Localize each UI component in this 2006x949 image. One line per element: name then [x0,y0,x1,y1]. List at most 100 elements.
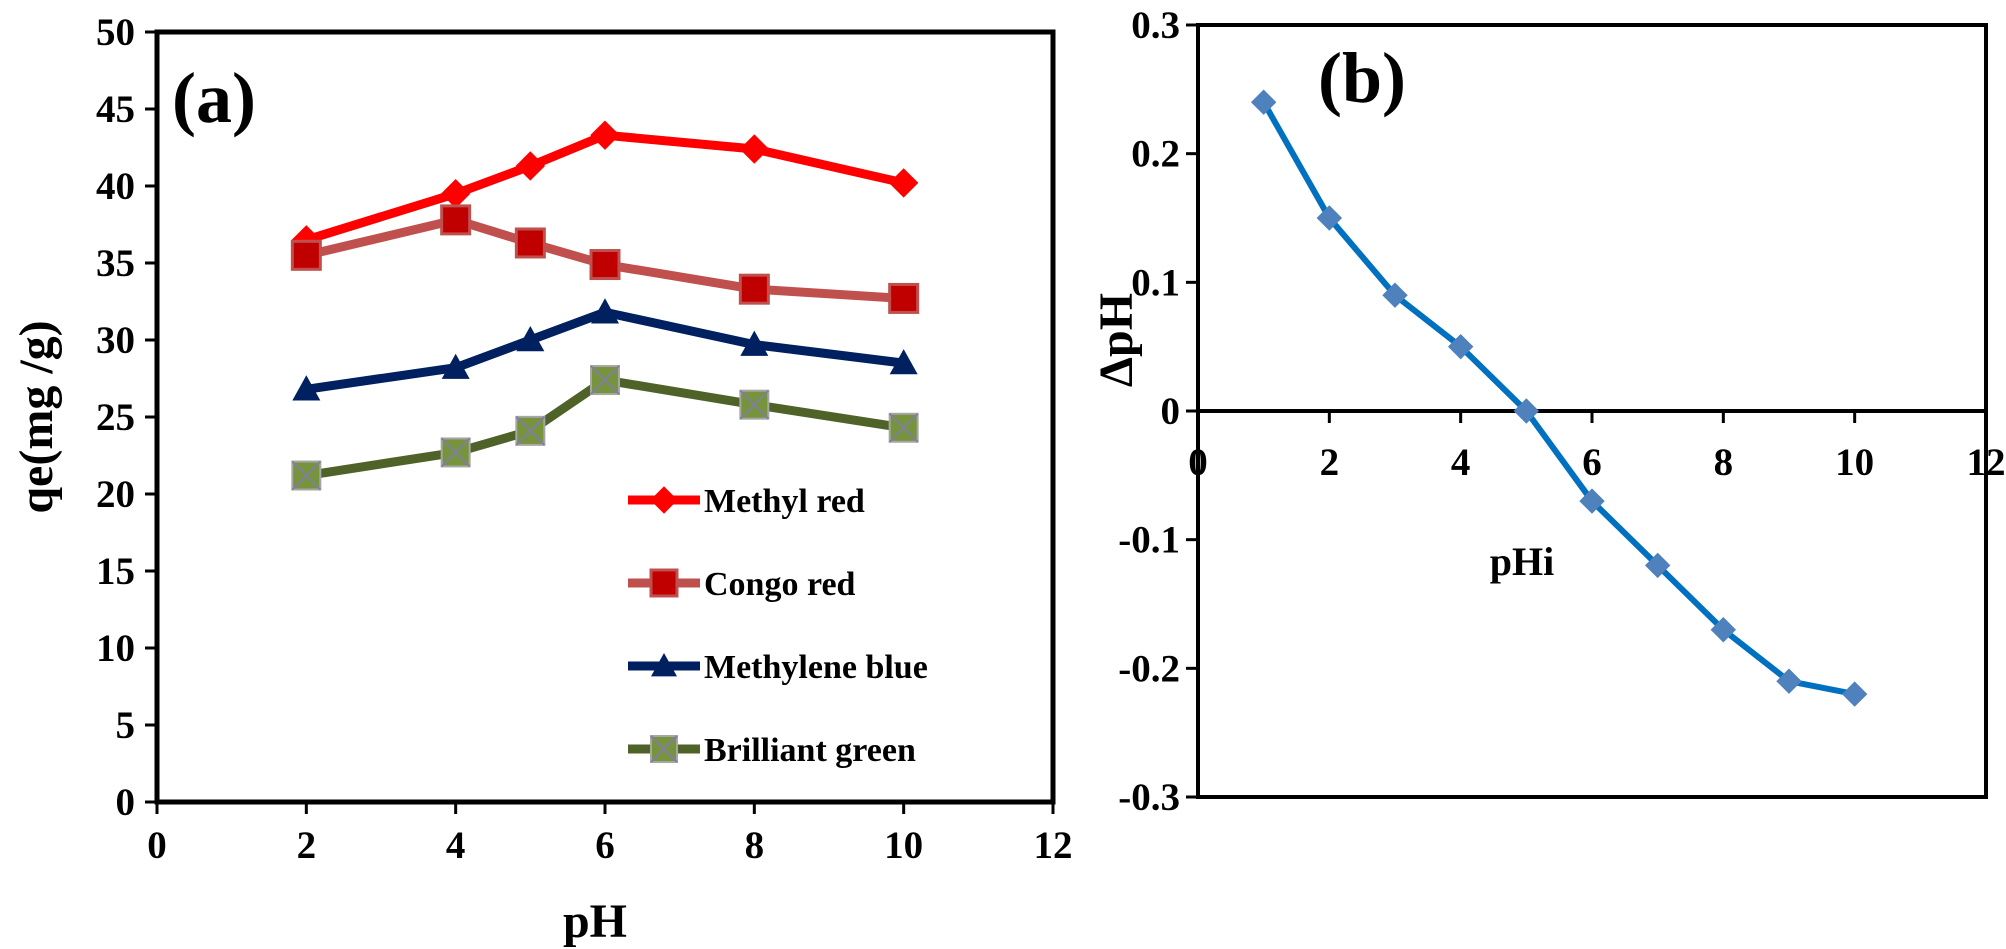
x-axis-title: pH [563,895,627,948]
legend-label: Methyl red [704,483,865,520]
legend-entry: Methyl red [628,483,865,520]
series-line [305,307,905,394]
data-point [516,326,545,352]
marker-cross [590,365,620,395]
data-point [1710,617,1737,643]
panel-a-chart: 0 5 10 15 20 25 30 35 40 45 50 0 2 4 6 8 10 12 pH qe(mg /g)… [10,11,1073,948]
series-brilliant-green [291,365,919,491]
x-tick-label: 8 [1714,441,1734,484]
y-tick-label: 25 [96,396,135,439]
x-tick-label: 0 [147,824,167,867]
y-axis-title: ΔpH [1090,293,1143,387]
data-point [888,282,920,314]
x-tick-label: 12 [1034,824,1073,867]
data-point [291,460,322,491]
y-tick-label: 50 [96,11,135,54]
series-line [305,130,905,245]
y-tick-label: 10 [96,627,135,670]
panel-label-a: (a) [172,58,256,138]
legend-label: Congo red [704,566,856,603]
y-tick-label: 0.2 [1131,133,1180,176]
x-tick-label: 0 [1188,441,1208,484]
marker-cross [515,416,546,446]
x-tick-label: 10 [1835,441,1874,484]
data-point [440,204,472,236]
data-point [1316,205,1343,231]
data-point [441,353,470,379]
x-tick-label: 6 [1582,441,1602,484]
data-point [440,178,471,209]
legend-marker [650,486,678,514]
data-point [1841,681,1868,707]
data-point [1579,488,1605,514]
data-point [515,415,546,446]
data-point [590,365,620,396]
series-methylene-blue [292,298,918,401]
y-tick-label: 45 [96,88,135,131]
y-axis-title: qe(mg /g) [10,320,63,513]
marker-cross [888,413,919,443]
y-tick-label: 0 [1161,390,1181,433]
data-point [1250,89,1277,115]
legend-entry: Methylene blue [628,649,928,686]
y-tick-label: 0.3 [1131,4,1180,47]
data-point [292,375,321,401]
data-point [740,330,769,356]
series-line [305,375,905,480]
series-delta-ph [1250,89,1868,707]
data-point [889,349,918,375]
series-congo-red [290,204,920,314]
data-point [738,273,770,305]
data-point [591,298,619,324]
data-point [888,412,919,443]
legend-label: Methylene blue [704,649,928,686]
legend-marker [650,735,678,763]
y-tick-label: -0.1 [1118,519,1180,562]
x-tick-label: 10 [884,824,923,867]
marker-cross [739,389,770,420]
data-point [1776,668,1802,694]
x-tick-label: 2 [297,824,317,867]
y-tick-label: -0.2 [1118,647,1180,690]
data-point [1644,552,1671,579]
y-tick-label: 20 [96,473,135,516]
legend-entry: Congo red [628,566,856,603]
legend-label: Brilliant green [704,732,916,769]
y-tick-label: 0.1 [1131,261,1180,304]
x-axis-title: pHi [1490,539,1554,584]
marker-cross [440,437,471,468]
x-tick-label: 6 [595,824,615,867]
marker-cross [650,735,678,763]
data-point [515,151,546,181]
y-tick-label: 30 [96,319,135,362]
legend-entry: Brilliant green [628,732,916,769]
y-tick-label: 5 [116,704,136,747]
data-point [590,120,620,150]
x-tick-label: 4 [446,824,466,867]
y-tick-label: 0 [116,781,136,824]
x-tick-label: 2 [1320,441,1340,484]
data-point [888,168,919,198]
y-tick-label: 35 [96,242,135,285]
marker-cross [291,460,322,491]
legend-marker [651,653,677,677]
data-point [589,249,621,281]
y-tick-label: -0.3 [1118,776,1180,819]
y-tick-label: 40 [96,165,135,208]
y-tick-label: 15 [96,550,135,593]
x-tick-label: 12 [1967,441,2006,484]
data-point [1447,333,1474,360]
series-line [1261,100,1856,698]
x-tick-label: 8 [745,824,765,867]
legend-marker [649,568,679,598]
series-line [305,215,904,303]
data-point [739,134,770,164]
data-point [739,389,770,420]
data-point [290,239,322,271]
data-point [514,227,546,259]
panel-label-b: (b) [1318,38,1406,118]
data-point [440,437,471,468]
data-point [1513,398,1540,424]
